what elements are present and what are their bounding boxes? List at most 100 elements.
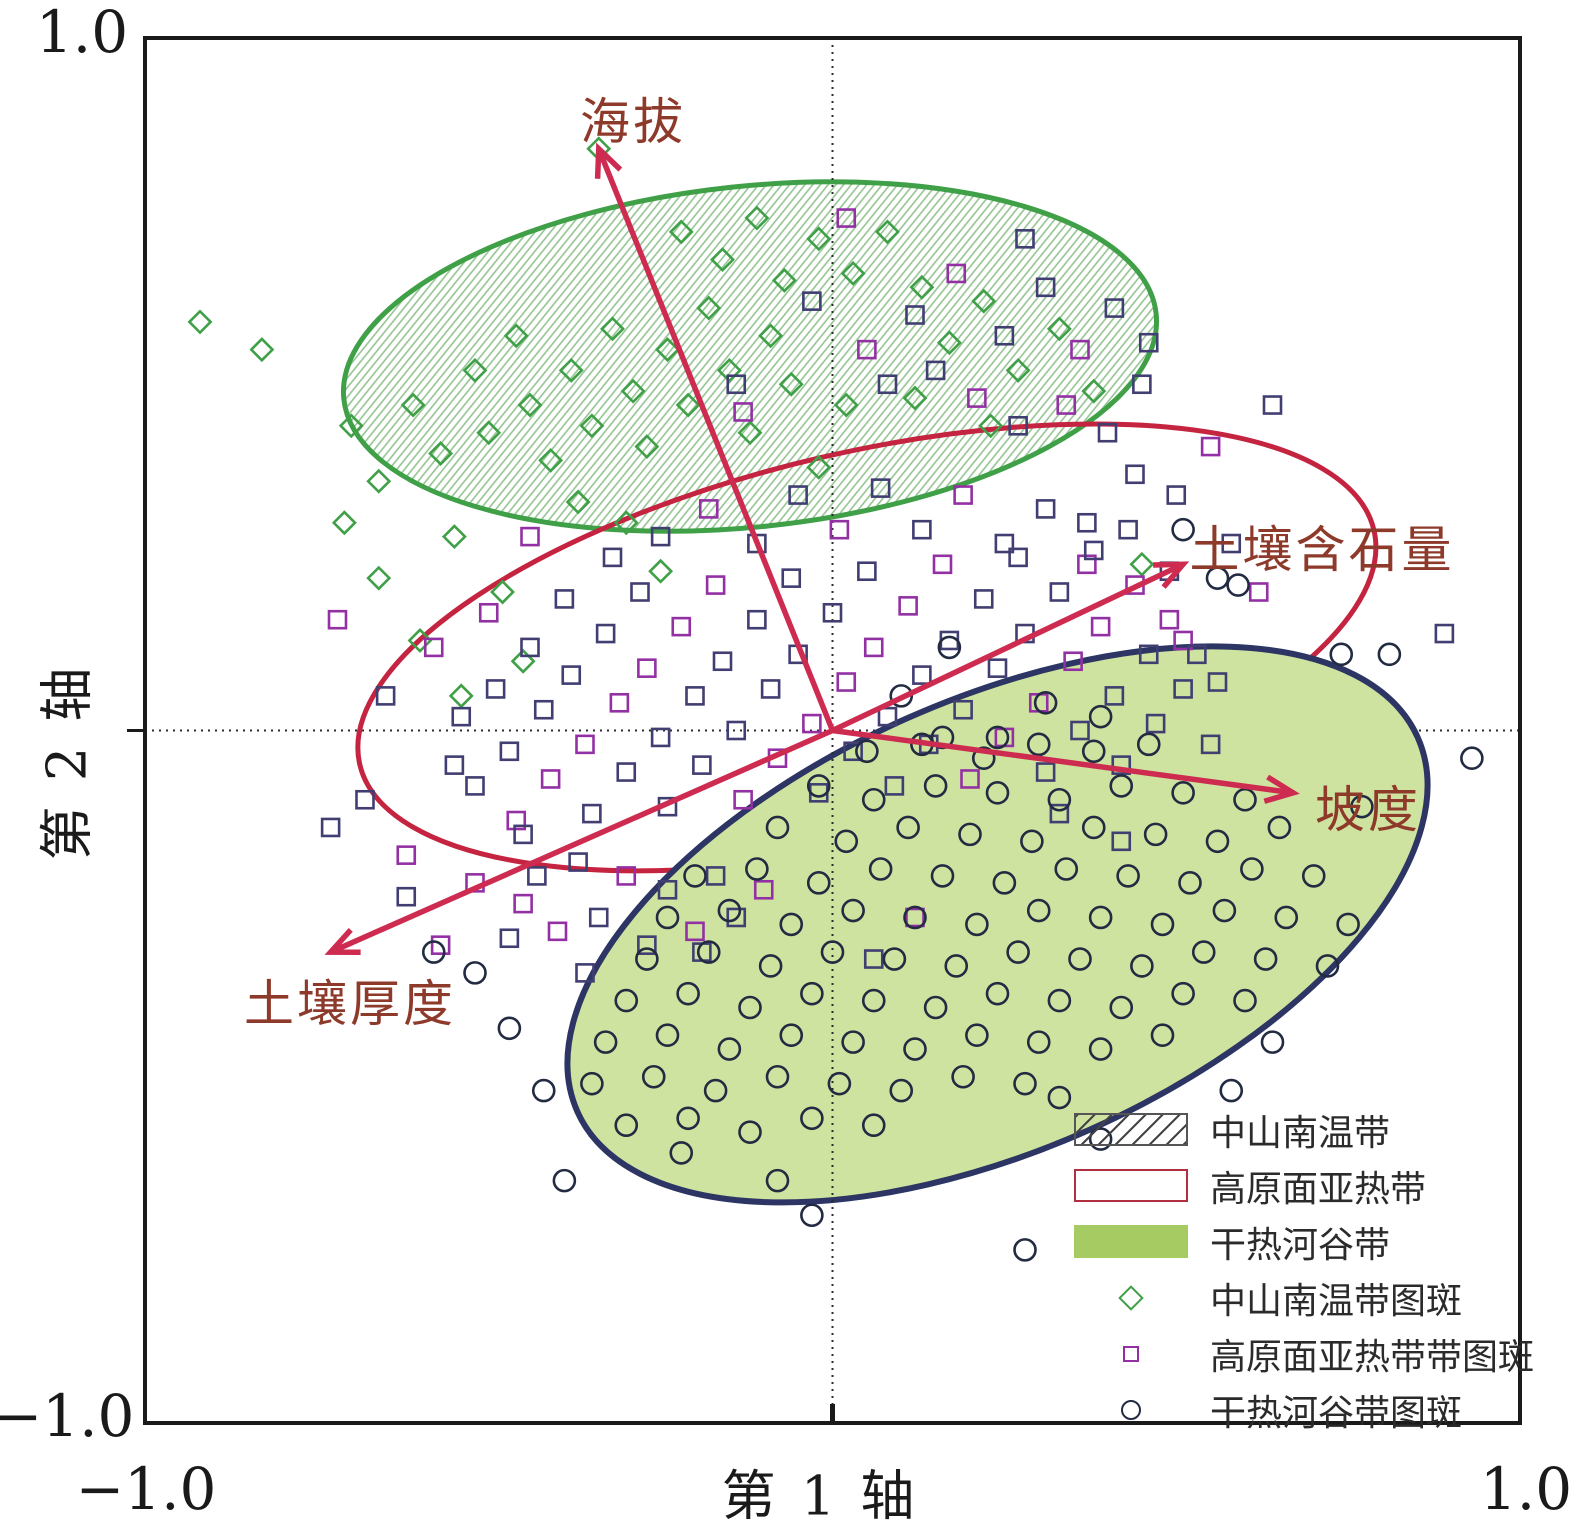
scatter-point-circle	[779, 912, 804, 937]
scatter-point-square	[905, 907, 925, 928]
scatter-point-circle	[1109, 995, 1134, 1020]
legend-item: 高原面亚热带	[1072, 1168, 1534, 1210]
scatter-point-square	[870, 478, 891, 498]
scatter-point-diamond	[744, 205, 770, 231]
scatter-point-diamond	[338, 413, 364, 439]
legend-item-label: 干热河谷带	[1210, 1224, 1391, 1266]
scatter-point-diamond	[400, 392, 426, 418]
scatter-point-square	[857, 561, 877, 582]
scatter-point-square	[912, 665, 932, 685]
biplot-arrowhead	[1153, 561, 1190, 589]
y-axis-tick-min: −1.0	[0, 1382, 135, 1450]
scatter-point-square	[788, 485, 808, 505]
x-axis-tick-max: 1.0	[1479, 1455, 1573, 1523]
scatter-point-circle	[1178, 871, 1202, 895]
scatter-point-square	[499, 928, 520, 949]
scatter-point-diamond	[971, 288, 997, 314]
scatter-point-circle	[738, 995, 762, 1020]
scatter-point-circle	[635, 947, 659, 971]
scatter-point-circle	[1329, 642, 1354, 667]
scatter-point-circle	[703, 1078, 728, 1103]
scatter-point-circle	[1205, 829, 1230, 854]
scatter-point-diamond	[366, 565, 392, 591]
scatter-point-square	[637, 658, 657, 678]
scatter-point-circle	[1219, 1078, 1244, 1103]
scatter-point-circle	[806, 774, 831, 798]
scatter-point-square	[513, 824, 533, 845]
legend-item-label: 干热河谷带图斑	[1210, 1392, 1463, 1434]
scatter-point-square	[1248, 582, 1269, 602]
scatter-point-circle	[1026, 732, 1051, 757]
scatter-point-circle	[971, 746, 996, 771]
scatter-point-circle	[841, 1030, 865, 1054]
scatter-point-diamond	[613, 510, 639, 536]
scatter-point-square	[1221, 533, 1242, 554]
scatter-point-square	[575, 963, 595, 983]
scatter-point-square	[973, 589, 994, 609]
scatter-point-square	[650, 526, 671, 547]
legend-item: 干热河谷带图斑	[1072, 1392, 1534, 1434]
scatter-point-diamond	[909, 274, 935, 300]
scatter-point-circle	[1109, 774, 1134, 798]
scatter-point-square	[843, 741, 863, 762]
scatter-point-circle	[965, 1023, 989, 1047]
legend-item: 高原面亚热带带图斑	[1072, 1336, 1534, 1378]
scatter-point-square	[1200, 436, 1221, 457]
biplot-arrowhead	[594, 142, 623, 179]
scatter-point-square	[1138, 644, 1159, 665]
scatter-point-circle	[1047, 988, 1072, 1013]
scatter-point-square	[1063, 651, 1083, 672]
biplot-arrowhead	[324, 928, 361, 955]
scatter-point-diamond	[448, 683, 474, 709]
scatter-point-circle	[717, 898, 742, 923]
scatter-point-square	[430, 935, 451, 955]
scatter-point-circle	[923, 995, 948, 1020]
scatter-point-circle	[1013, 1238, 1037, 1262]
scatter-point-circle	[614, 988, 639, 1013]
scatter-point-square	[925, 360, 946, 381]
scatter-point-diamond	[771, 267, 797, 293]
scatter-point-square	[753, 879, 774, 900]
scatter-point-circle	[758, 954, 783, 978]
scatter-point-circle	[903, 905, 927, 930]
scatter-point-circle	[717, 1037, 742, 1061]
scatter-point-circle	[841, 898, 865, 923]
scatter-point-circle	[1260, 1030, 1285, 1054]
scatter-point-square	[863, 637, 884, 658]
legend-swatch-hatched-icon	[1074, 1113, 1188, 1146]
scatter-point-square	[575, 734, 595, 755]
scatter-point-square	[1090, 616, 1111, 637]
scatter-point-diamond	[1081, 378, 1107, 404]
scatter-point-circle	[861, 787, 886, 812]
scatter-point-circle	[1233, 988, 1257, 1013]
scatter-point-circle	[985, 781, 1010, 805]
scatter-point-diamond	[634, 434, 660, 460]
scatter-point-circle	[738, 1120, 762, 1144]
scatter-point-circle	[1350, 794, 1374, 819]
scatter-point-square	[726, 374, 747, 395]
scatter-point-circle	[614, 1113, 639, 1138]
scatter-point-square	[1097, 422, 1118, 443]
scatter-point-square	[554, 589, 575, 609]
scatter-point-square	[836, 208, 857, 228]
scatter-point-square	[320, 817, 341, 838]
scatter-point-circle	[861, 1113, 886, 1138]
scatter-point-diamond	[517, 392, 543, 418]
scatter-point-diamond	[806, 454, 832, 480]
scatter-point-circle	[669, 1141, 694, 1165]
scatter-point-square	[726, 907, 747, 928]
scatter-point-circle	[1240, 857, 1264, 881]
scatter-point-square	[802, 713, 822, 734]
scatter-point-square	[650, 727, 671, 748]
scatter-point-diamond	[1129, 551, 1155, 577]
scatter-point-square	[946, 263, 967, 284]
scatter-point-circle	[1205, 566, 1230, 590]
scatter-point-square	[912, 519, 932, 540]
scatter-point-circle	[985, 725, 1010, 750]
scatter-point-diamond	[1046, 316, 1072, 342]
scatter-point-square	[595, 623, 616, 644]
biplot-arrow	[329, 727, 834, 955]
scatter-point-circle	[1226, 573, 1250, 597]
